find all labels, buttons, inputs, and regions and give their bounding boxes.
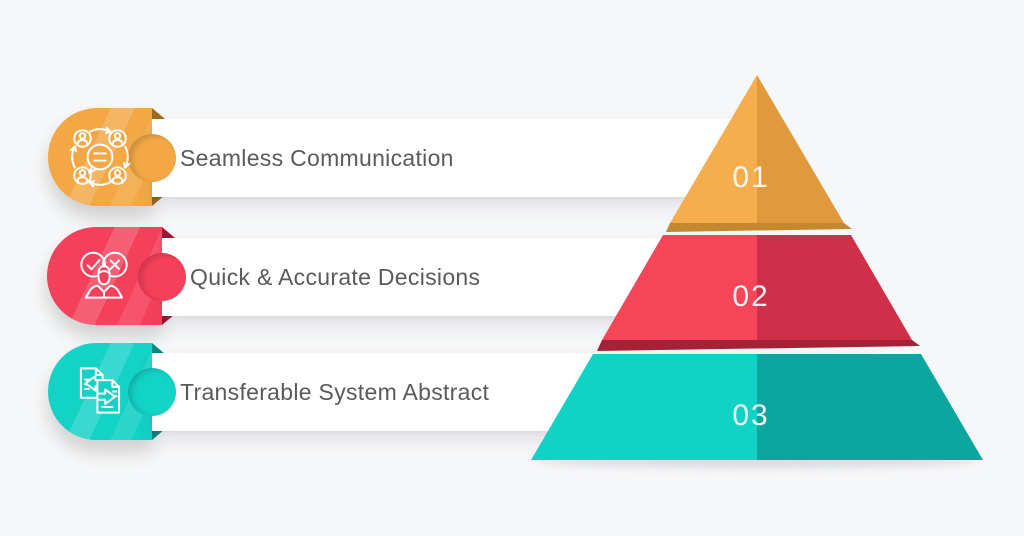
pyramid-number-1: 01	[732, 161, 769, 194]
pyramid-number-2: 02	[732, 280, 769, 313]
ribbon-fold-top-3	[152, 343, 165, 354]
label-bar-1	[152, 119, 755, 197]
ribbon-fold-top-2	[162, 227, 175, 238]
communication-icon	[67, 124, 133, 190]
decision-icon	[71, 243, 137, 309]
ribbon-fold-bottom-2	[162, 314, 175, 325]
transfer-icon	[67, 358, 133, 424]
pyramid-level-1-left-face	[670, 75, 757, 223]
avatar-top-right	[109, 130, 126, 147]
avatar-top-left	[74, 130, 91, 147]
bar-notch-2	[138, 253, 186, 301]
pyramid-level-3-right-face	[757, 354, 983, 460]
pyramid-level-3-left-face	[531, 354, 757, 460]
ribbon-fold-bottom-3	[152, 429, 165, 440]
speech-bubble	[88, 145, 113, 173]
row-label-3: Transferable System Abstract	[180, 378, 490, 405]
pyramid-number-3: 03	[732, 399, 769, 432]
row-label-1: Seamless Communication	[180, 144, 454, 171]
pyramid-level-2-left-face	[602, 235, 757, 340]
avatar-bottom-right	[109, 167, 126, 184]
bar-notch-1	[128, 134, 176, 182]
arrow-right	[97, 389, 115, 403]
pyramid-level-1-base-lip	[666, 223, 852, 232]
ribbon-fold-top-1	[152, 108, 165, 119]
avatar-bottom-left	[74, 167, 91, 184]
ribbon-fold-bottom-1	[152, 195, 165, 206]
pyramid-level-1-right-face	[757, 75, 844, 223]
pyramid-level-2-right-face	[757, 235, 912, 340]
bar-notch-3	[128, 368, 176, 416]
pyramid-level-2-base-lip	[597, 340, 920, 351]
row-label-2: Quick & Accurate Decisions	[190, 263, 481, 290]
